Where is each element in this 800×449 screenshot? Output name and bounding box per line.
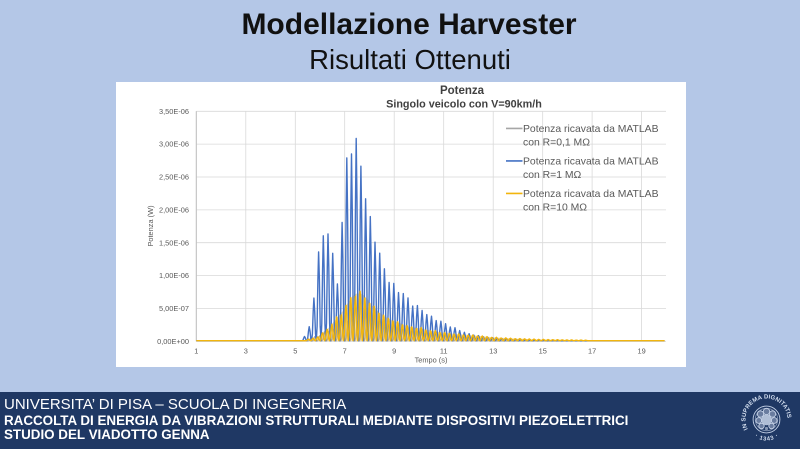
- svg-text:3,00E-06: 3,00E-06: [159, 140, 189, 149]
- svg-text:3: 3: [244, 347, 248, 356]
- svg-text:2,00E-06: 2,00E-06: [159, 206, 189, 215]
- svg-text:Potenza: Potenza: [440, 85, 485, 97]
- svg-text:con R=1 MΩ: con R=1 MΩ: [523, 170, 582, 181]
- svg-text:Singolo veicolo con V=90km/h: Singolo veicolo con V=90km/h: [386, 98, 542, 110]
- svg-text:11: 11: [440, 347, 448, 356]
- svg-text:3,50E-06: 3,50E-06: [159, 107, 189, 116]
- svg-text:13: 13: [489, 347, 497, 356]
- svg-text:1: 1: [194, 347, 198, 356]
- svg-text:17: 17: [588, 347, 596, 356]
- svg-text:Potenza (W): Potenza (W): [146, 205, 155, 246]
- svg-text:con R=0,1 MΩ: con R=0,1 MΩ: [523, 137, 590, 148]
- svg-text:1,00E-06: 1,00E-06: [159, 271, 189, 280]
- svg-text:9: 9: [392, 347, 396, 356]
- svg-text:Tempo (s): Tempo (s): [415, 356, 448, 365]
- svg-text:5,00E-07: 5,00E-07: [159, 304, 189, 313]
- svg-text:2,50E-06: 2,50E-06: [159, 173, 189, 182]
- svg-text:19: 19: [637, 347, 645, 356]
- svg-text:1,50E-06: 1,50E-06: [159, 238, 189, 247]
- svg-text:Potenza ricavata da MATLAB: Potenza ricavata da MATLAB: [523, 189, 659, 200]
- svg-text:Potenza ricavata da MATLAB: Potenza ricavata da MATLAB: [523, 157, 659, 168]
- svg-text:Potenza ricavata da MATLAB: Potenza ricavata da MATLAB: [523, 124, 659, 135]
- svg-text:con R=10 MΩ: con R=10 MΩ: [523, 202, 587, 213]
- svg-text:7: 7: [343, 347, 347, 356]
- svg-text:· 1343 ·: · 1343 ·: [754, 433, 781, 443]
- svg-text:0,00E+00: 0,00E+00: [157, 337, 189, 346]
- svg-text:15: 15: [539, 347, 547, 356]
- svg-text:5: 5: [293, 347, 297, 356]
